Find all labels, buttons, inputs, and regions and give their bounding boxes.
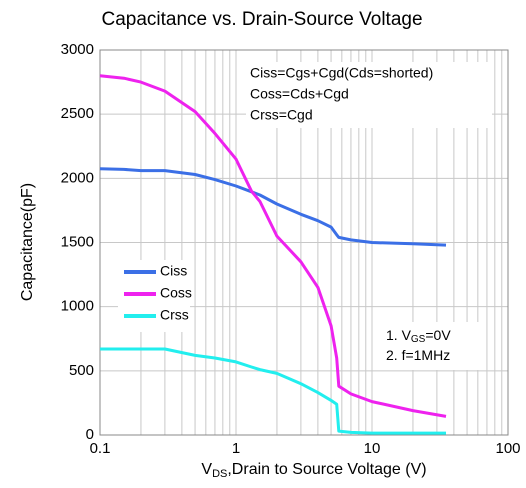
condition-part: =0V bbox=[425, 327, 451, 343]
x-axis-label: VDS,Drain to Source Voltage (V) bbox=[201, 461, 426, 480]
series-line bbox=[99, 167, 447, 247]
y-tick-label: 2000 bbox=[61, 169, 94, 186]
y-tick-label: 3000 bbox=[61, 41, 94, 58]
annotation-box bbox=[246, 62, 492, 128]
condition-part: 1. V bbox=[386, 327, 412, 343]
x-tick-label: 0.1 bbox=[90, 440, 111, 457]
series-line bbox=[99, 74, 447, 418]
legend-label: Crss bbox=[160, 307, 189, 323]
condition-part: GS bbox=[411, 334, 426, 345]
x-tick-label: 100 bbox=[495, 440, 520, 457]
condition-part: 2. f=1MHz bbox=[386, 347, 450, 363]
x-tick-label: 10 bbox=[364, 440, 381, 457]
x-axis-label-part: ,Drain to Source Voltage (V) bbox=[227, 461, 426, 478]
y-tick-label: 0 bbox=[86, 426, 94, 443]
condition: 1. VGS=0V bbox=[386, 327, 451, 345]
x-axis-label-part: DS bbox=[212, 468, 227, 480]
y-tick-label: 1500 bbox=[61, 233, 94, 250]
condition: 2. f=1MHz bbox=[386, 347, 450, 363]
plot-frame bbox=[99, 49, 509, 436]
series-line bbox=[100, 347, 446, 435]
annotation: Coss=Cds+Cgd bbox=[250, 86, 349, 102]
y-axis-label: Capacitance(pF) bbox=[19, 183, 36, 301]
conditions-box bbox=[380, 322, 480, 370]
chart-title: Capacitance vs. Drain-Source Voltage bbox=[101, 9, 422, 30]
annotation: Crss=Cgd bbox=[250, 107, 313, 123]
legend-label: Ciss bbox=[160, 263, 187, 279]
y-tick-label: 2500 bbox=[61, 105, 94, 122]
annotation: Ciss=Cgs+Cgd(Cds=shorted) bbox=[250, 65, 433, 81]
x-axis-label-part: V bbox=[201, 461, 212, 478]
y-tick-label: 1000 bbox=[61, 298, 94, 315]
y-tick-label: 500 bbox=[69, 362, 94, 379]
x-tick-label: 1 bbox=[232, 440, 240, 457]
legend-label: Coss bbox=[160, 285, 192, 301]
